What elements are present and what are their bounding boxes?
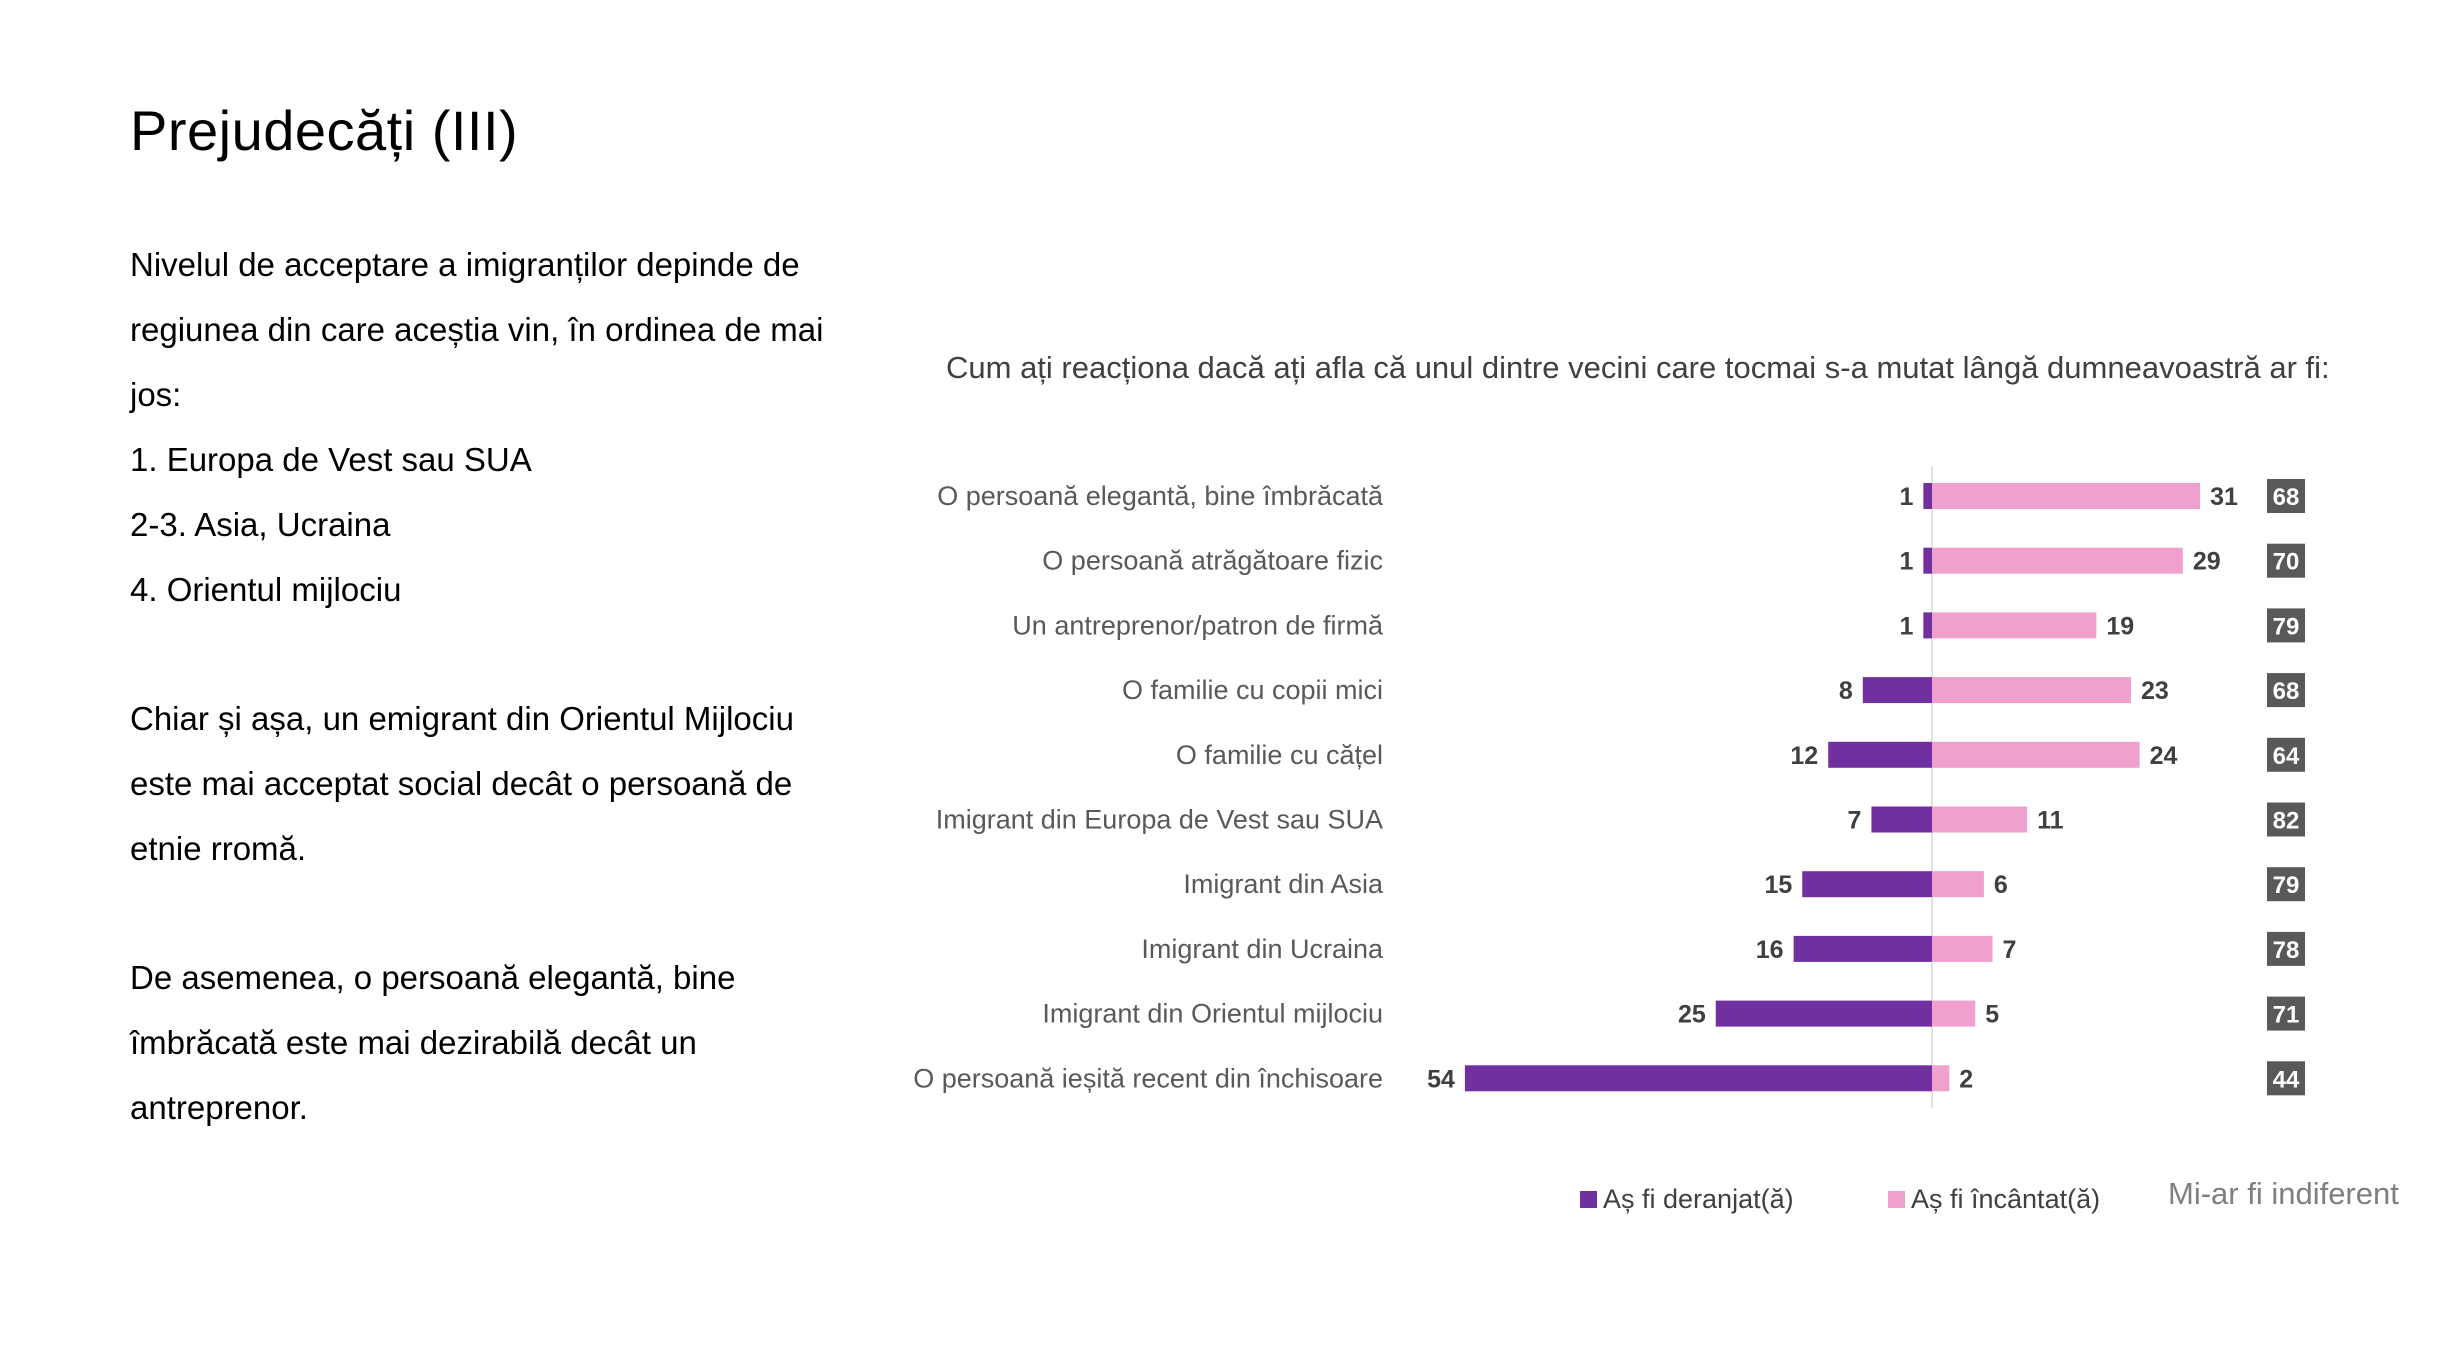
data-label-indiferent: 64 (2273, 743, 2300, 770)
data-label-deranjat: 25 (1678, 1001, 1706, 1029)
list-item: 4. Orientul mijlociu (130, 571, 402, 608)
category-label: Un antreprenor/patron de firmă (1012, 610, 1384, 640)
legend-label-deranjat: Aș fi deranjat(ă) (1603, 1184, 1794, 1214)
data-label-deranjat: 1 (1899, 612, 1913, 640)
data-label-indiferent: 78 (2273, 937, 2300, 964)
category-label: Imigrant din Europa de Vest sau SUA (936, 805, 1383, 835)
bar-incantat (1932, 935, 1993, 962)
legend-label-incantat: Aș fi încântat(ă) (1911, 1184, 2100, 1214)
chart-title: Cum ați reacționa dacă ați afla că unul … (946, 350, 2330, 385)
bar-incantat (1932, 871, 1984, 898)
data-label-deranjat: 12 (1790, 742, 1818, 770)
data-label-incantat: 11 (2037, 807, 2064, 835)
bar-deranjat (1464, 1065, 1932, 1092)
category-label: Imigrant din Ucraina (1141, 934, 1384, 964)
bar-deranjat (1862, 677, 1932, 704)
bar-deranjat (1871, 806, 1932, 833)
bar-incantat (1932, 677, 2131, 704)
bar-incantat (1932, 612, 2097, 639)
indiferent-box (2267, 996, 2305, 1031)
bar-deranjat (1923, 483, 1932, 509)
bar-deranjat (1793, 935, 1932, 962)
data-label-indiferent: 79 (2273, 872, 2300, 899)
legend-label-indiferent: Mi-ar fi indiferent (2168, 1176, 2399, 1211)
list-item: 2-3. Asia, Ucraina (130, 506, 391, 543)
bar-incantat (1932, 547, 2183, 574)
data-label-deranjat: 16 (1756, 936, 1784, 964)
data-label-incantat: 29 (2193, 548, 2221, 576)
data-label-incantat: 6 (1994, 871, 2008, 899)
category-label: O persoană elegantă, bine îmbrăcată (937, 481, 1384, 511)
category-label: Imigrant din Orientul mijlociu (1042, 999, 1383, 1029)
indiferent-box (2267, 802, 2305, 837)
category-label: O familie cu copii mici (1122, 675, 1383, 705)
data-label-indiferent: 79 (2273, 613, 2300, 640)
data-label-incantat: 7 (2003, 936, 2017, 964)
category-label: O familie cu cățel (1176, 740, 1383, 770)
text-block-elegant: De asemenea, o persoană elegantă, bine î… (130, 945, 850, 1140)
data-label-incantat: 31 (2210, 483, 2238, 511)
indiferent-box (2267, 479, 2305, 513)
bar-incantat (1932, 1000, 1976, 1027)
bar-deranjat (1828, 741, 1932, 768)
bar-deranjat (1715, 1000, 1932, 1027)
paragraph: Nivelul de acceptare a imigranților depi… (130, 246, 824, 413)
category-label: O persoană atrăgătoare fizic (1042, 546, 1383, 576)
text-block-middle-east: Chiar și așa, un emigrant din Orientul M… (130, 686, 850, 881)
data-label-incantat: 2 (1959, 1065, 1973, 1093)
paragraph: De asemenea, o persoană elegantă, bine î… (130, 959, 736, 1126)
data-label-incantat: 19 (2106, 612, 2134, 640)
data-label-deranjat: 7 (1848, 807, 1862, 835)
bar-deranjat (1802, 871, 1932, 898)
data-label-indiferent: 44 (2273, 1066, 2300, 1093)
legend-swatch-deranjat (1580, 1191, 1597, 1208)
data-label-indiferent: 70 (2273, 549, 2300, 576)
data-label-deranjat: 15 (1764, 871, 1792, 899)
bar-incantat (1932, 1065, 1950, 1092)
paragraph: Chiar și așa, un emigrant din Orientul M… (130, 700, 794, 867)
text-block-regions: Nivelul de acceptare a imigranților depi… (130, 232, 850, 622)
legend-swatch-incantat (1888, 1191, 1905, 1208)
data-label-indiferent: 71 (2273, 1002, 2300, 1029)
data-label-deranjat: 54 (1427, 1065, 1455, 1093)
list-item: 1. Europa de Vest sau SUA (130, 441, 532, 478)
data-label-indiferent: 82 (2273, 808, 2300, 835)
indiferent-box (2267, 1061, 2305, 1096)
bar-incantat (1932, 806, 2028, 833)
indiferent-box (2267, 867, 2305, 902)
category-label: Imigrant din Asia (1183, 869, 1384, 899)
data-label-incantat: 24 (2150, 742, 2178, 770)
bar-incantat (1932, 483, 2201, 509)
data-label-indiferent: 68 (2273, 678, 2300, 705)
page-title: Prejudecăți (III) (130, 99, 519, 162)
indiferent-box (2267, 673, 2305, 708)
data-label-deranjat: 1 (1899, 483, 1913, 511)
indiferent-box (2267, 931, 2305, 966)
data-label-deranjat: 8 (1839, 677, 1853, 705)
bar-incantat (1932, 741, 2140, 768)
indiferent-box (2267, 608, 2305, 643)
bar-deranjat (1923, 612, 1932, 639)
indiferent-box (2267, 543, 2305, 578)
category-label: O persoană ieșită recent din închisoare (913, 1063, 1383, 1093)
bar-deranjat (1923, 547, 1932, 574)
indiferent-box (2267, 737, 2305, 772)
data-label-incantat: 5 (1985, 1001, 1999, 1029)
data-label-incantat: 23 (2141, 677, 2169, 705)
data-label-indiferent: 68 (2273, 484, 2300, 511)
data-label-deranjat: 1 (1899, 548, 1913, 576)
